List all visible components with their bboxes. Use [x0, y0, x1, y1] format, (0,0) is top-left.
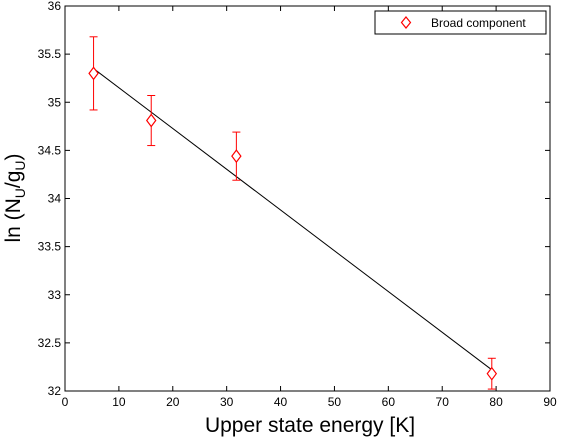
legend-box [374, 10, 547, 35]
x-tick-label: 50 [328, 395, 342, 409]
x-tick-label: 20 [166, 395, 180, 409]
legend-marker-diamond-icon [400, 16, 412, 29]
data-point [486, 366, 498, 381]
x-axis-label: Upper state energy [K] [205, 414, 415, 437]
data-point [88, 66, 99, 81]
data-point [231, 149, 242, 164]
y-tick-label: 33 [48, 288, 62, 302]
x-tick-label: 90 [543, 395, 557, 409]
x-tick-label: 60 [382, 395, 396, 409]
x-tick-label: 70 [436, 395, 450, 409]
data-markers [88, 66, 498, 381]
x-tick-label: 80 [489, 395, 503, 409]
plot-area [64, 5, 551, 392]
legend-label: Broad component [431, 16, 526, 30]
y-tick-label: 34 [48, 192, 62, 206]
tick-labels: 0 10 20 30 40 50 60 70 80 90 32 32.5 33 33.5 34 34.5 35 3… [38, 0, 557, 409]
data-point [145, 113, 157, 128]
y-tick-label: 33.5 [38, 240, 62, 254]
x-tick-label: 40 [274, 395, 288, 409]
x-tick-label: 30 [220, 395, 234, 409]
legend: Broad component [374, 10, 547, 35]
x-tick-label: 10 [112, 395, 126, 409]
y-tick-label: 32.5 [38, 336, 62, 350]
y-axis-label: ln (NU/gU) [2, 153, 28, 242]
y-tick-label: 35 [48, 95, 62, 109]
fit-line [93, 68, 493, 371]
y-tick-label: 35.5 [38, 47, 62, 61]
y-tick-label: 36 [48, 0, 62, 13]
y-tick-label: 32 [48, 384, 62, 398]
x-tick-label: 0 [62, 395, 69, 409]
axis-ticks [64, 5, 551, 392]
y-tick-label: 34.5 [38, 143, 62, 157]
